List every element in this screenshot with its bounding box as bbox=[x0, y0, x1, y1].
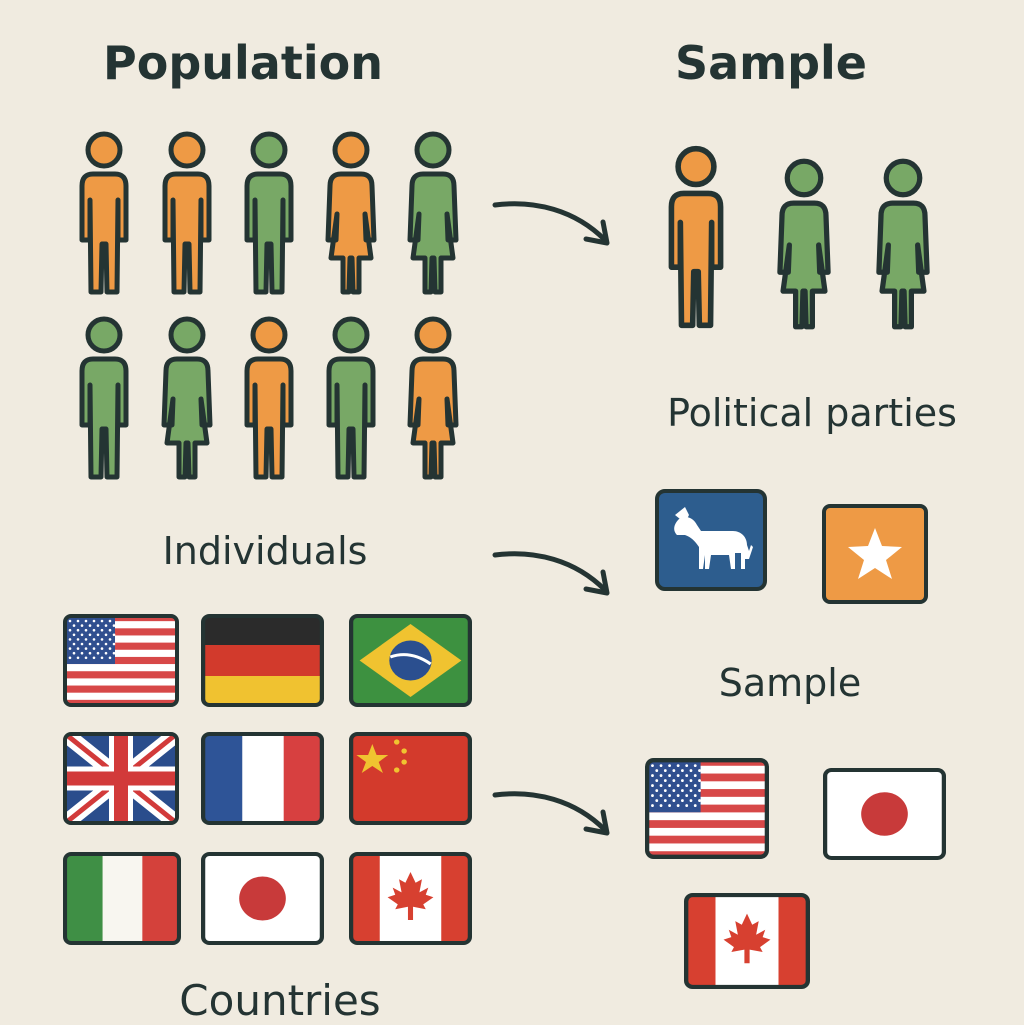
france-flag-icon bbox=[201, 732, 324, 825]
countries-label: Countries bbox=[179, 976, 381, 1025]
person-icon bbox=[244, 316, 294, 480]
person-icon bbox=[407, 316, 459, 480]
arrow-icon bbox=[492, 791, 610, 836]
uk-flag-icon bbox=[63, 732, 179, 825]
person-icon bbox=[244, 131, 294, 295]
usa-flag-icon bbox=[645, 758, 769, 859]
person-icon bbox=[876, 158, 930, 330]
political-parties-label: Political parties bbox=[667, 391, 957, 435]
donkey-icon bbox=[655, 489, 767, 591]
arrow-icon bbox=[492, 551, 610, 596]
person-icon bbox=[79, 131, 129, 295]
sample-label: Sample bbox=[718, 661, 862, 705]
sample-title: Sample bbox=[675, 36, 867, 90]
person-icon bbox=[161, 316, 213, 480]
usa-flag-icon bbox=[63, 614, 179, 707]
person-icon bbox=[407, 131, 459, 295]
italy-flag-icon bbox=[63, 852, 181, 945]
person-icon bbox=[162, 131, 212, 295]
arrow-icon bbox=[492, 201, 610, 246]
canada-flag-icon bbox=[349, 852, 472, 945]
japan-flag-icon bbox=[201, 852, 324, 945]
person-icon bbox=[668, 145, 724, 329]
person-icon bbox=[325, 131, 377, 295]
brazil-flag-icon bbox=[349, 614, 472, 707]
germany-flag-icon bbox=[201, 614, 324, 707]
individuals-label: Individuals bbox=[162, 529, 368, 573]
population-title: Population bbox=[103, 36, 383, 90]
star-icon bbox=[822, 504, 928, 604]
china-flag-icon bbox=[349, 732, 472, 825]
person-icon bbox=[326, 316, 376, 480]
canada-flag-icon bbox=[684, 893, 810, 989]
person-icon bbox=[777, 158, 831, 330]
japan-flag-icon bbox=[823, 768, 946, 860]
person-icon bbox=[79, 316, 129, 480]
